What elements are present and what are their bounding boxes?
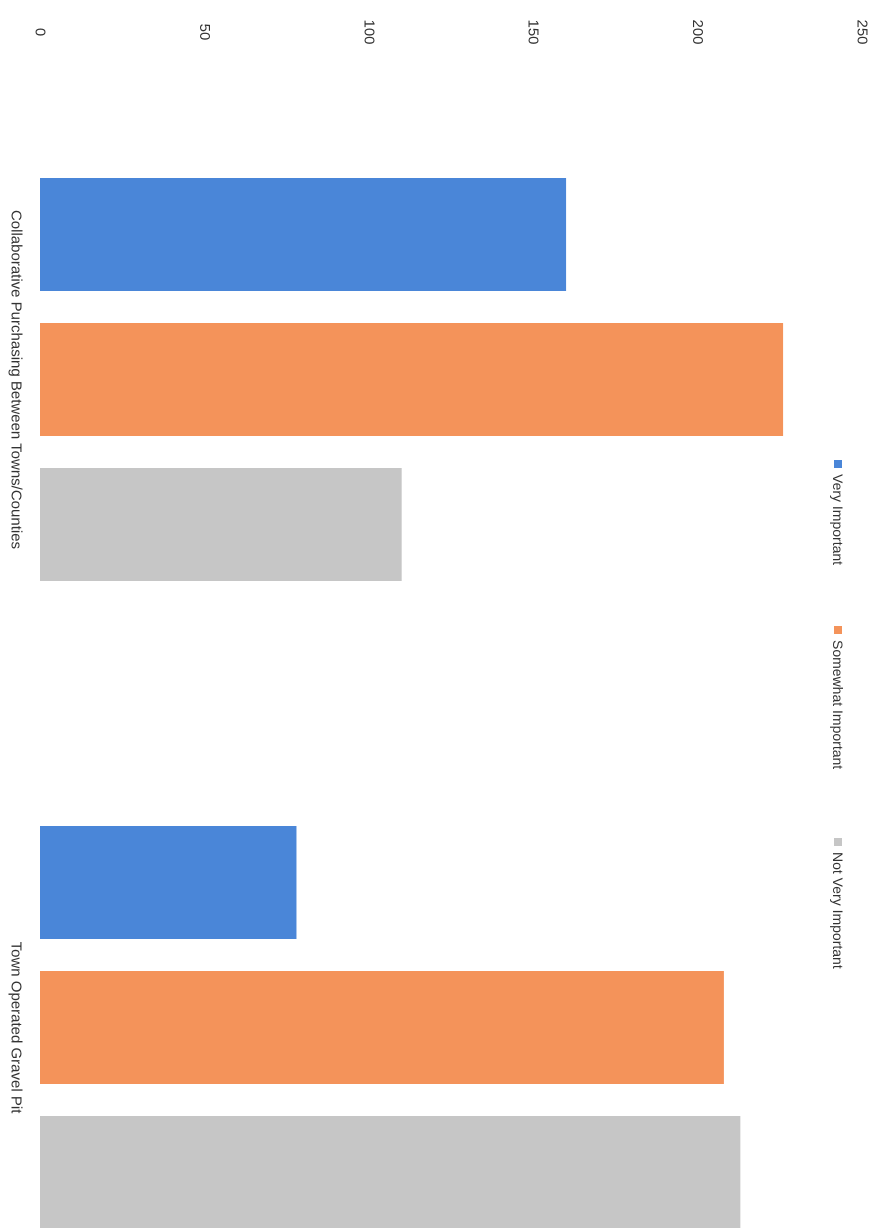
value-tick-label: 200 — [689, 19, 706, 44]
value-tick-label: 100 — [360, 19, 377, 44]
bar — [40, 468, 402, 581]
bar — [40, 1116, 741, 1228]
bar — [40, 178, 567, 291]
legend-label: Very Important — [830, 474, 846, 565]
value-tick-label: 0 — [32, 28, 49, 36]
value-tick-label: 150 — [525, 19, 542, 44]
category-axis: Collaborative Purchasing Between Towns/C… — [8, 210, 25, 1114]
value-axis: 0 50 100 150 200 250 — [32, 19, 871, 44]
bars — [40, 178, 784, 1228]
value-tick-label: 250 — [854, 19, 871, 44]
bar — [40, 971, 724, 1084]
legend-swatch — [834, 460, 842, 468]
legend-swatch — [834, 838, 842, 846]
legend-swatch — [834, 626, 842, 634]
legend: Very Important Somewhat Important Not Very… — [830, 460, 846, 969]
legend-label: Not Very Important — [830, 852, 846, 969]
bar — [40, 826, 297, 939]
value-tick-label: 50 — [196, 24, 213, 41]
category-label: Town Operated Gravel Pit — [8, 942, 25, 1115]
bar — [40, 323, 784, 436]
category-label: Collaborative Purchasing Between Towns/C… — [8, 210, 25, 549]
legend-label: Somewhat Important — [830, 640, 846, 769]
